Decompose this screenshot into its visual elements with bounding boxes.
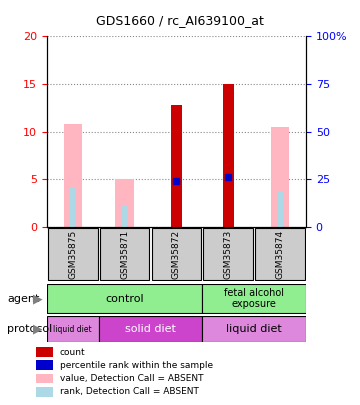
Text: fetal alcohol
exposure: fetal alcohol exposure xyxy=(224,288,284,309)
Bar xyxy=(171,105,182,227)
FancyBboxPatch shape xyxy=(152,228,201,280)
Text: agent: agent xyxy=(7,294,40,304)
Text: GSM35874: GSM35874 xyxy=(276,230,285,279)
Text: GSM35873: GSM35873 xyxy=(224,230,233,279)
Bar xyxy=(36,347,53,357)
Text: GDS1660 / rc_AI639100_at: GDS1660 / rc_AI639100_at xyxy=(96,14,264,27)
Text: protocol: protocol xyxy=(7,324,53,334)
Bar xyxy=(70,187,76,227)
Text: count: count xyxy=(60,348,85,357)
FancyBboxPatch shape xyxy=(47,284,202,313)
Bar xyxy=(122,206,127,227)
Text: ▶: ▶ xyxy=(33,322,42,336)
Bar xyxy=(271,127,289,227)
FancyBboxPatch shape xyxy=(255,228,305,280)
Text: liquid diet: liquid diet xyxy=(226,324,282,334)
Text: liquid diet: liquid diet xyxy=(53,324,92,334)
Bar xyxy=(277,191,283,227)
Text: GSM35871: GSM35871 xyxy=(120,230,129,279)
Text: GSM35875: GSM35875 xyxy=(68,230,77,279)
FancyBboxPatch shape xyxy=(203,228,253,280)
FancyBboxPatch shape xyxy=(202,316,306,342)
Text: rank, Detection Call = ABSENT: rank, Detection Call = ABSENT xyxy=(60,387,199,396)
Bar xyxy=(36,387,53,396)
Bar xyxy=(223,84,234,227)
Text: value, Detection Call = ABSENT: value, Detection Call = ABSENT xyxy=(60,374,203,383)
Bar xyxy=(116,179,134,227)
Text: solid diet: solid diet xyxy=(125,324,176,334)
FancyBboxPatch shape xyxy=(48,228,98,280)
Text: control: control xyxy=(105,294,144,304)
Text: GSM35872: GSM35872 xyxy=(172,230,181,279)
Bar xyxy=(64,124,82,227)
FancyBboxPatch shape xyxy=(100,228,149,280)
Text: ▶: ▶ xyxy=(33,292,42,305)
Bar xyxy=(36,360,53,370)
Text: percentile rank within the sample: percentile rank within the sample xyxy=(60,361,213,370)
FancyBboxPatch shape xyxy=(99,316,202,342)
FancyBboxPatch shape xyxy=(202,284,306,313)
FancyBboxPatch shape xyxy=(47,316,99,342)
Bar xyxy=(36,373,53,384)
